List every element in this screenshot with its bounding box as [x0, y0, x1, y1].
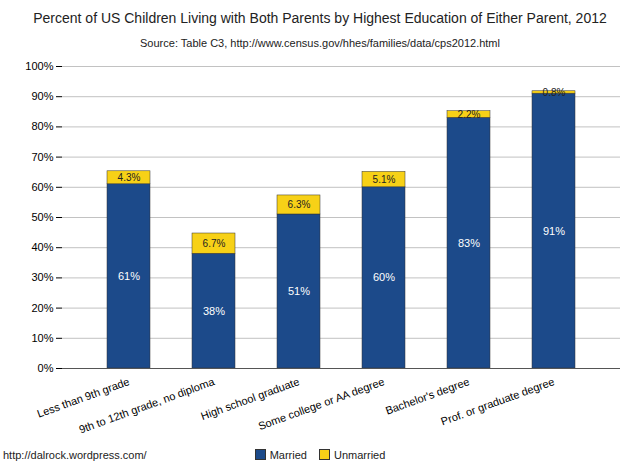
svg-text:61%: 61% — [118, 270, 140, 282]
svg-text:Prof. or graduate degree: Prof. or graduate degree — [439, 375, 556, 427]
svg-text:60%: 60% — [373, 271, 395, 283]
svg-text:40%: 40% — [31, 241, 53, 253]
svg-text:0.8%: 0.8% — [543, 87, 566, 98]
svg-text:50%: 50% — [31, 211, 53, 223]
svg-text:0%: 0% — [38, 362, 54, 374]
svg-text:2.2%: 2.2% — [458, 109, 481, 120]
svg-text:38%: 38% — [203, 305, 225, 317]
svg-text:91%: 91% — [543, 225, 565, 237]
svg-text:100%: 100% — [25, 60, 53, 72]
svg-text:10%: 10% — [31, 332, 53, 344]
svg-text:83%: 83% — [458, 237, 480, 249]
html-text:Source: Table C3, http://www.c: Source: Table C3, http://www.census.gov/… — [140, 37, 500, 49]
svg-text:70%: 70% — [31, 151, 53, 163]
svg-text:9th to 12th grade, no diploma: 9th to 12th grade, no diploma — [77, 375, 216, 436]
html-text:Married: Married — [269, 449, 307, 461]
html-text:Percent of US Children Living: Percent of US Children Living with Both … — [33, 10, 607, 26]
svg-text:20%: 20% — [31, 302, 53, 314]
html-text:Unmarried: Unmarried — [334, 449, 386, 461]
svg-text:90%: 90% — [31, 90, 53, 102]
svg-text:80%: 80% — [31, 120, 53, 132]
svg-text:Bachelor's degree: Bachelor's degree — [383, 375, 471, 417]
svg-text:6.3%: 6.3% — [288, 199, 311, 210]
html-text:http://dalrock.wordpress.com/: http://dalrock.wordpress.com/ — [3, 449, 147, 461]
svg-text:4.3%: 4.3% — [118, 172, 141, 183]
svg-text:30%: 30% — [31, 271, 53, 283]
svg-text:5.1%: 5.1% — [373, 174, 396, 185]
svg-text:60%: 60% — [31, 181, 53, 193]
svg-text:6.7%: 6.7% — [203, 238, 226, 249]
svg-text:51%: 51% — [288, 285, 310, 297]
svg-text:Some college or AA degree: Some college or AA degree — [257, 375, 386, 432]
svg-text:Less than 9th grade: Less than 9th grade — [35, 375, 131, 420]
svg-text:High school graduate: High school graduate — [199, 375, 301, 422]
